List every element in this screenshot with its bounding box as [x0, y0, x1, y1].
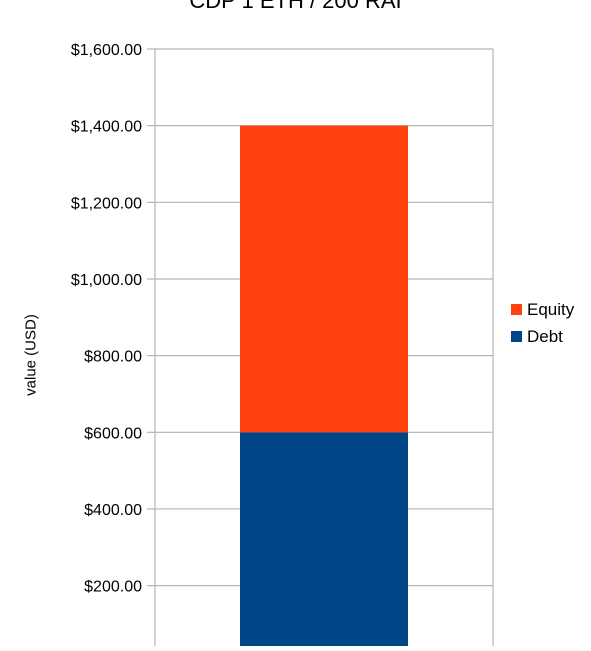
y-tick-label: $1,400.00 [71, 119, 142, 136]
y-tick-label: $600.00 [84, 425, 142, 442]
y-tick-label: $200.00 [84, 579, 142, 596]
legend-item-equity: Equity [511, 296, 574, 323]
legend-label-debt: Debt [527, 326, 563, 346]
y-tick-label: $1,200.00 [71, 195, 142, 212]
y-tick-label: $400.00 [84, 502, 142, 519]
y-tick-label: $1,000.00 [71, 272, 142, 289]
y-axis-label: value (USD) [22, 314, 40, 396]
y-tick-label: $800.00 [84, 349, 142, 366]
legend-label-equity: Equity [527, 299, 575, 319]
legend-swatch-debt [511, 331, 522, 342]
bar-equity [240, 125, 408, 433]
legend: Equity Debt [511, 296, 574, 350]
y-tick-label: $1,600.00 [71, 42, 142, 59]
bar-debt [240, 432, 408, 651]
chart-title: CDP 1 ETH / 200 RAI [189, 0, 402, 13]
legend-swatch-equity [511, 304, 522, 315]
legend-item-debt: Debt [511, 323, 574, 350]
